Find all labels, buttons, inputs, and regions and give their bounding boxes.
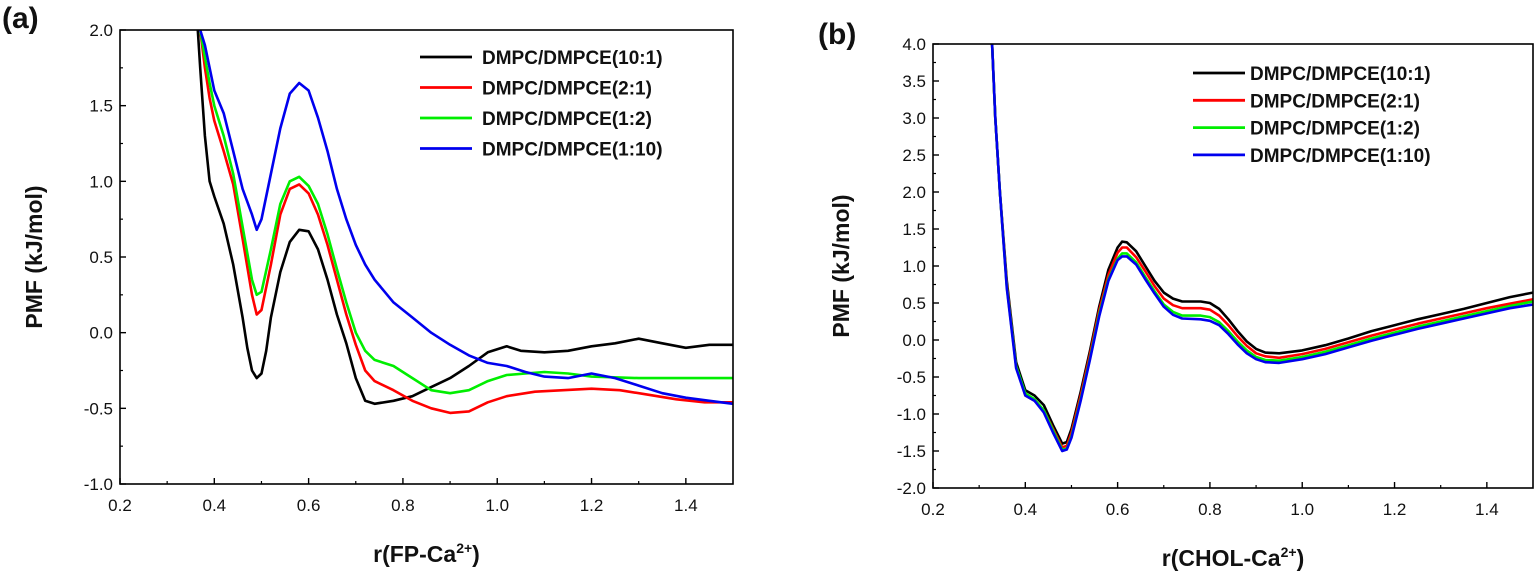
panel-label: (a) xyxy=(2,2,39,35)
legend-label: DMPC/DMPCE(2:1) xyxy=(482,79,652,100)
x-axis-label: r(FP-Ca2+) xyxy=(373,540,480,567)
x-tick-label: 0.2 xyxy=(921,500,945,519)
y-tick-label: 1.0 xyxy=(902,257,926,276)
y-axis-label: PMF (kJ/mol) xyxy=(21,185,47,328)
y-tick-label: 3.0 xyxy=(902,109,926,128)
legend-label: DMPC/DMPCE(1:10) xyxy=(1250,146,1431,167)
x-axis-label: r(CHOL-Ca2+) xyxy=(1162,544,1304,571)
y-tick-label: 2.0 xyxy=(89,21,113,40)
chart-panel-a: 0.2 0.4 0.6 0.8 1.0 1.2 1.4 -1.0 -0.5 0.0 0.5 1.0 1.… xyxy=(2,2,734,567)
x-tick-label: 0.4 xyxy=(1013,500,1037,519)
y-tick-label: 0.5 xyxy=(902,294,926,313)
legend-label: DMPC/DMPCE(1:10) xyxy=(482,140,663,161)
x-axis-label-superscript: 2+ xyxy=(1281,544,1297,560)
plot-frame xyxy=(932,43,1534,489)
x-axis-label-main: r(CHOL-Ca xyxy=(1162,545,1281,571)
y-tick-label: -1.5 xyxy=(897,442,926,461)
panel-label: (b) xyxy=(818,18,856,51)
series-line-2 xyxy=(198,30,733,415)
legend-label: DMPC/DMPCE(1:2) xyxy=(1250,119,1420,140)
x-tick-label: 1.4 xyxy=(1475,500,1499,519)
chart-panel-b: 0.2 0.4 0.6 0.8 1.0 1.2 1.4 -2.0 -1.5 -1.0 -0.5 0.0… xyxy=(818,18,1534,571)
x-axis-label-main: r(FP-Ca xyxy=(373,541,456,567)
y-tick-label: 1.5 xyxy=(89,97,113,116)
y-tick-label: 1.0 xyxy=(89,172,113,191)
legend: DMPC/DMPCE(10:1) DMPC/DMPCE(2:1) DMPC/DMPC… xyxy=(1193,64,1431,167)
legend: DMPC/DMPCE(10:1) DMPC/DMPCE(2:1) DMPC/DMPC… xyxy=(420,48,663,161)
x-tick-label: 1.2 xyxy=(1383,500,1407,519)
legend-label: DMPC/DMPCE(2:1) xyxy=(1250,91,1420,112)
y-tick-label: 0.0 xyxy=(89,324,113,343)
y-tick-label: 2.0 xyxy=(902,183,926,202)
x-tick-label: 0.2 xyxy=(108,496,132,515)
y-axis-label: PMF (kJ/mol) xyxy=(828,194,854,337)
x-tick-label: 1.2 xyxy=(580,496,604,515)
y-tick-label: 1.5 xyxy=(902,220,926,239)
y-tick-label: 3.5 xyxy=(902,72,926,91)
y-tick-label: 0.0 xyxy=(902,331,926,350)
x-tick-label: 0.6 xyxy=(1106,500,1130,519)
y-tick-label: -0.5 xyxy=(897,368,926,387)
x-tick-label: 0.8 xyxy=(1198,500,1222,519)
series-line-4 xyxy=(198,30,733,406)
y-tick-label: -0.5 xyxy=(84,399,113,418)
series-line-1 xyxy=(196,30,733,406)
y-tick-label: -1.0 xyxy=(84,475,113,494)
x-tick-label: 0.6 xyxy=(297,496,321,515)
x-tick-label: 1.4 xyxy=(674,496,698,515)
x-axis-label-superscript: 2+ xyxy=(456,540,472,556)
x-tick-label: 0.8 xyxy=(391,496,415,515)
series-line-1 xyxy=(990,44,1533,445)
y-tick-label: 0.5 xyxy=(89,248,113,267)
x-axis-label-close: ) xyxy=(1297,545,1305,571)
legend-label: DMPC/DMPCE(1:2) xyxy=(482,109,652,130)
series-line-4 xyxy=(990,44,1533,453)
legend-label: DMPC/DMPCE(10:1) xyxy=(1250,64,1431,85)
x-tick-label: 1.0 xyxy=(485,496,509,515)
y-tick-label: 4.0 xyxy=(902,35,926,54)
y-tick-label: 2.5 xyxy=(902,146,926,165)
y-tick-label: -2.0 xyxy=(897,479,926,498)
y-tick-label: -1.0 xyxy=(897,405,926,424)
legend-label: DMPC/DMPCE(10:1) xyxy=(482,48,663,69)
x-tick-label: 1.0 xyxy=(1290,500,1314,519)
x-axis-label-close: ) xyxy=(472,541,480,567)
x-tick-label: 0.4 xyxy=(202,496,226,515)
